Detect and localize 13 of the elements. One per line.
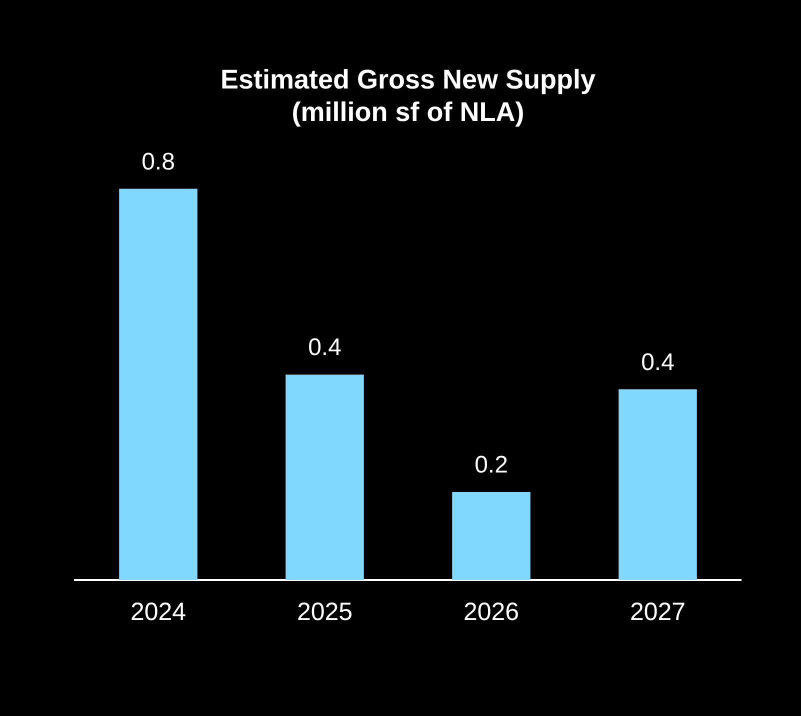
x-tick-label: 2026 <box>463 598 520 626</box>
data-label: 0.2 <box>474 452 508 479</box>
x-tick-label: 2025 <box>296 598 353 626</box>
bar <box>119 188 198 580</box>
data-label: 0.4 <box>641 348 674 376</box>
bar <box>286 374 364 580</box>
bar <box>618 389 697 580</box>
chart-title: Estimated Gross New Supply (million sf of NLA) <box>220 64 596 128</box>
x-tick-label: 2024 <box>130 598 186 626</box>
data-label: 0.4 <box>308 334 342 362</box>
data-label: 0.8 <box>142 148 175 176</box>
bar <box>452 492 530 580</box>
x-tick-label: 2027 <box>630 598 686 626</box>
